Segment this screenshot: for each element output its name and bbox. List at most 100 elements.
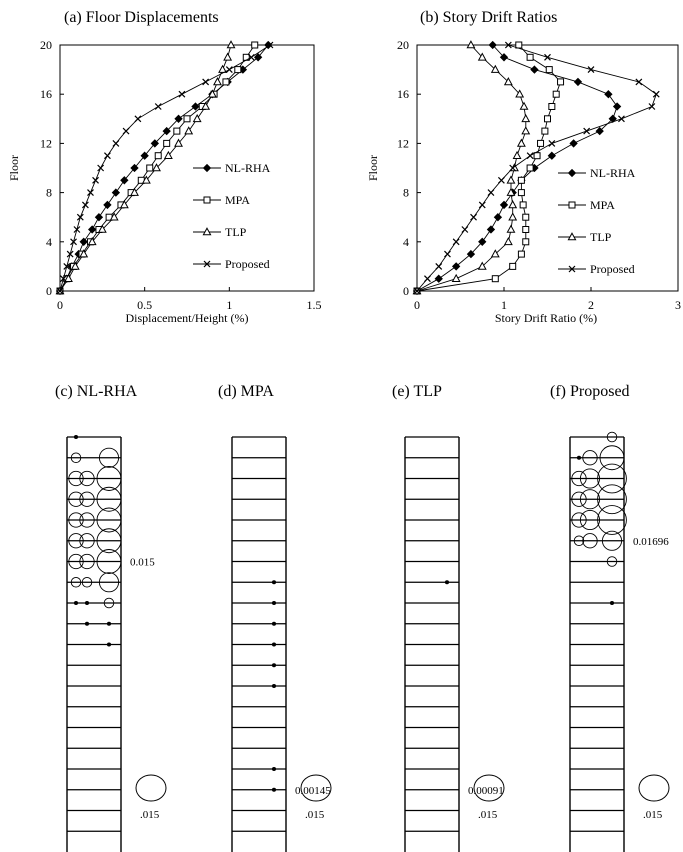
frame-d-hinge-circle (271, 580, 277, 585)
panel-b-series (412, 40, 660, 296)
panel-a-point-tlp (218, 64, 228, 73)
panel-b-xtick-label: 2 (588, 298, 594, 312)
panel-b-xtick-label: 1 (501, 298, 507, 312)
panel-b-point-proposed (452, 238, 460, 246)
panel-a-frame (59, 44, 315, 292)
panel-b-series-mpa (413, 41, 565, 295)
panel-b-xtick-label: 0 (414, 298, 420, 312)
panel-a-point-tlp (70, 261, 80, 270)
frame-f-hinge-circle (582, 450, 598, 466)
panel-b-point-nl-rha (612, 102, 622, 111)
panel-a-point-nl-rha (150, 139, 159, 148)
panel-b-point-tlp (490, 249, 500, 258)
frame-d-scale-label: .015 (305, 809, 325, 821)
panel-b-point-proposed-stroke2 (587, 66, 595, 74)
panel-a-point-nl-rha (79, 237, 88, 246)
frame-c-hinge-circle (106, 621, 112, 626)
panel-a-point-proposed (97, 164, 105, 172)
panel-b-legend-marker (567, 168, 577, 178)
frame-f-hinge-circle (576, 455, 582, 460)
panel-a-point-proposed-stroke2 (92, 176, 99, 184)
panel-a-point-nl-rha (120, 176, 129, 185)
panel-b-legend-label: TLP (590, 230, 612, 244)
panel-a-point-nl-rha (94, 213, 104, 222)
panel-a-point-tlp (130, 187, 139, 196)
panel-a-point-proposed (134, 115, 142, 123)
frame-d-hinge-circle (271, 600, 277, 606)
panel-a-xtick-label: 0.5 (137, 298, 152, 312)
panel-a-point-nl-rha (191, 102, 200, 111)
panel-b-point-mpa (557, 78, 565, 86)
panel-b-legend-label: NL-RHA (590, 166, 636, 180)
frame-c-hinge-circle (96, 528, 122, 554)
panel-a-axes (59, 44, 315, 292)
frame-d-scale-circle (300, 774, 332, 802)
panel-a-point-proposed (66, 250, 74, 258)
panel-a-point-mpa (173, 127, 181, 135)
frame-f-hinge-circle (601, 530, 623, 551)
panel-a-point-proposed (112, 139, 120, 147)
panel-a-point-proposed (63, 262, 71, 270)
panel-b-legend-label: MPA (590, 198, 615, 212)
frame-e-scale-circle (473, 774, 505, 802)
panel-a-legend: NL-RHA MPA TLP Proposed (193, 161, 271, 271)
frame-e-peak-label: 0.00091 (468, 785, 504, 797)
frame-c-hinge-circle (68, 533, 84, 549)
panel-b-point-tlp (503, 236, 513, 246)
panel-a-point-tlp (87, 236, 97, 246)
panel-b-point-nl-rha (499, 200, 509, 210)
panel-a-legend-item-nl-rha: NL-RHA (193, 161, 271, 175)
panel-b-point-tlp (506, 187, 516, 196)
panel-b-point-tlp (508, 212, 518, 221)
frame-c-hinge-circle (106, 642, 112, 647)
panel-b-point-proposed-stroke2 (461, 226, 469, 233)
panel-a-ytick-label: 4 (46, 235, 52, 249)
frame-f-hinge-circle (579, 509, 601, 531)
panel-b-point-proposed-stroke2 (470, 213, 477, 221)
frame-c-hinge-circle (79, 491, 95, 507)
panel-b-legend-marker (567, 232, 577, 241)
frame-e: (e) TLP 0.00091 .015 (392, 383, 505, 852)
panel-b-point-tlp (506, 224, 516, 233)
panel-b-point-proposed (461, 226, 469, 233)
frame-c-hinge-circle (84, 621, 90, 626)
panel-b-point-proposed (526, 152, 534, 160)
frame-d-peak-label: 0.00145 (295, 785, 331, 797)
panel-b-point-nl-rha (604, 90, 613, 99)
panel-b-point-tlp (516, 138, 526, 147)
panel-a-point-proposed (225, 66, 233, 74)
panel-a-point-tlp (184, 126, 194, 135)
frame-f-hinge-circle (597, 484, 627, 515)
panel-b-point-tlp (477, 261, 487, 270)
panel-b-ytick-label: 4 (403, 235, 409, 249)
panel-a-floor-displacements: (a) Floor Displacements Floor Displaceme… (7, 9, 322, 325)
panel-a-legend-marker (203, 260, 211, 268)
panel-a-point-proposed (81, 201, 89, 209)
panel-a-point-proposed-stroke2 (202, 78, 210, 86)
panel-b-point-mpa (522, 226, 530, 233)
panel-b-point-proposed (587, 66, 595, 74)
panel-a-point-tlp (226, 40, 236, 49)
panel-a-legend-label: NL-RHA (225, 161, 271, 175)
panel-b-point-proposed (504, 41, 512, 49)
panel-a-point-tlp (97, 224, 107, 233)
panel-b-legend-marker (568, 201, 576, 209)
panel-b-point-proposed-stroke2 (544, 53, 551, 61)
panel-b-point-tlp (490, 64, 500, 73)
panel-a-point-tlp (163, 150, 173, 159)
panel-a-point-proposed-stroke2 (134, 115, 142, 123)
panel-a-point-tlp (174, 138, 183, 147)
panel-b-point-tlp (521, 126, 531, 135)
panel-b-point-proposed (444, 250, 451, 258)
panel-b-point-proposed-stroke2 (548, 139, 556, 147)
panel-b-story-drift-ratios: (b) Story Drift Ratios Floor Story Drift… (366, 9, 681, 325)
panel-a-ylabel: Floor (7, 155, 21, 181)
panel-a-point-mpa (234, 66, 242, 74)
panel-b-point-mpa (548, 103, 556, 110)
panel-a-point-proposed (247, 53, 255, 61)
panel-b-ytick-label: 16 (397, 87, 409, 101)
panel-a-legend-label: MPA (225, 193, 250, 207)
panel-a-legend-label: TLP (225, 225, 247, 239)
panel-b-point-proposed-stroke2 (648, 103, 656, 110)
